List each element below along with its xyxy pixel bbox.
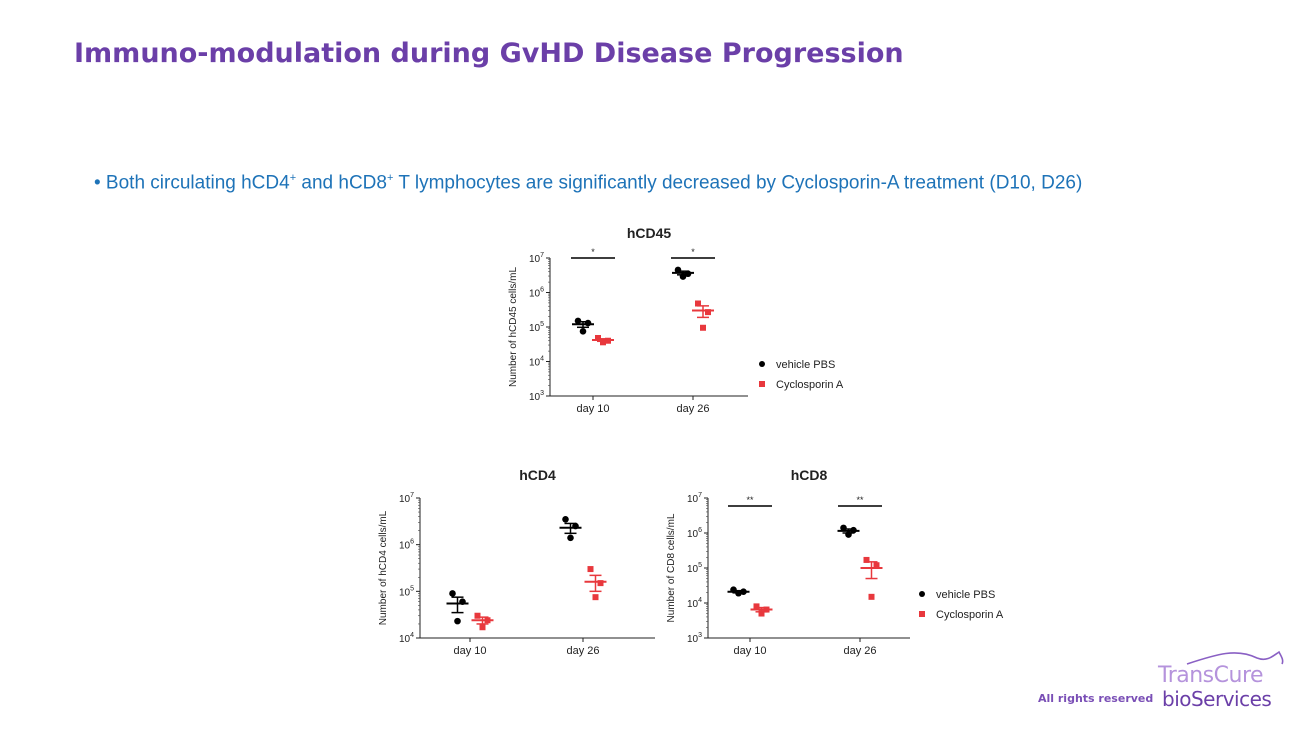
x-tick-label: day 10 <box>733 645 766 657</box>
chart-title: hCD4 <box>519 467 556 483</box>
y-tick-label: 107 <box>687 492 702 505</box>
data-point <box>863 556 870 563</box>
legend-label: vehicle PBS <box>936 589 995 601</box>
significance-label: ** <box>856 495 864 505</box>
data-point <box>567 534 574 542</box>
data-point <box>562 515 569 523</box>
y-tick-label: 107 <box>529 252 544 265</box>
data-point <box>700 324 706 331</box>
data-point <box>873 562 880 569</box>
y-tick-label: 105 <box>529 321 544 334</box>
data-point <box>579 328 587 335</box>
significance-label: * <box>591 247 595 257</box>
legend-marker-vehicle <box>759 361 765 367</box>
data-point <box>600 339 606 346</box>
data-point <box>584 319 592 327</box>
y-tick-label: 107 <box>399 492 414 505</box>
significance-label: * <box>691 247 695 257</box>
hcd8-chart: hCD8 103 104 105 106 107 Number of CD8 cells/m… <box>666 467 1004 657</box>
x-tick-label: day 10 <box>453 645 486 657</box>
data-point <box>574 317 582 325</box>
data-point <box>868 593 875 600</box>
bullet-sup-1: + <box>289 172 297 184</box>
legend-label: vehicle PBS <box>776 359 835 371</box>
data-point <box>595 334 601 341</box>
y-tick-label: 104 <box>687 597 702 610</box>
bullet-text-prefix: • Both circulating hCD4 <box>94 172 290 194</box>
data-point <box>449 590 456 597</box>
data-point <box>597 580 604 587</box>
summary-bullet: • Both circulating hCD4+ and hCD8+ T lym… <box>94 172 1082 194</box>
data-point <box>479 624 486 631</box>
data-point <box>474 612 481 619</box>
data-point <box>758 610 765 617</box>
data-point <box>695 300 701 307</box>
data-point <box>753 603 760 610</box>
bullet-text-mid: and hCD8 <box>296 172 387 194</box>
logo-text-bioservices: bioServices <box>1162 687 1272 711</box>
hcd4-chart: hCD4 104 105 106 107 Number of hCD4 cells/mL d… <box>378 467 655 657</box>
legend-marker-vehicle <box>919 591 925 597</box>
x-tick-label: day 26 <box>676 403 709 415</box>
legend-label: Cyclosporin A <box>776 379 844 391</box>
y-tick-label: 105 <box>687 562 702 575</box>
chart-title: hCD45 <box>627 225 672 241</box>
footer-rights: All rights reserved <box>1038 692 1154 705</box>
data-point <box>592 594 599 601</box>
chart-title: hCD8 <box>791 467 828 483</box>
legend-marker-cyclosporin <box>919 611 925 617</box>
bullet-sup-2: + <box>386 172 394 184</box>
y-axis-label: Number of hCD4 cells/mL <box>378 510 389 625</box>
y-tick-label: 104 <box>529 356 544 369</box>
y-axis-label: Number of hCD45 cells/mL <box>508 267 519 387</box>
y-tick-label: 103 <box>687 632 702 645</box>
x-tick-label: day 26 <box>566 645 599 657</box>
x-tick-label: day 26 <box>843 645 876 657</box>
y-tick-label: 103 <box>529 390 544 403</box>
logo-text-transcure: TransCure <box>1158 663 1264 688</box>
legend-marker-cyclosporin <box>759 381 765 387</box>
y-tick-label: 104 <box>399 632 414 645</box>
significance-label: ** <box>746 495 754 505</box>
data-point <box>705 309 711 316</box>
data-point <box>587 566 594 573</box>
y-tick-label: 106 <box>687 527 702 540</box>
y-tick-label: 106 <box>399 539 414 552</box>
y-tick-label: 105 <box>399 585 414 598</box>
legend-label: Cyclosporin A <box>936 609 1004 621</box>
x-tick-label: day 10 <box>576 403 609 415</box>
bullet-text-suffix: T lymphocytes are significantly decrease… <box>393 172 1083 194</box>
data-point <box>454 617 461 625</box>
y-axis-label: Number of CD8 cells/mL <box>666 513 677 622</box>
hcd45-chart: hCD45 103 104 105 106 107 Number of hCD45 cell… <box>508 225 844 415</box>
transcure-logo-swoosh-icon <box>1186 650 1284 665</box>
y-tick-label: 106 <box>529 287 544 300</box>
slide-title: Immuno-modulation during GvHD Disease Pr… <box>74 38 904 69</box>
